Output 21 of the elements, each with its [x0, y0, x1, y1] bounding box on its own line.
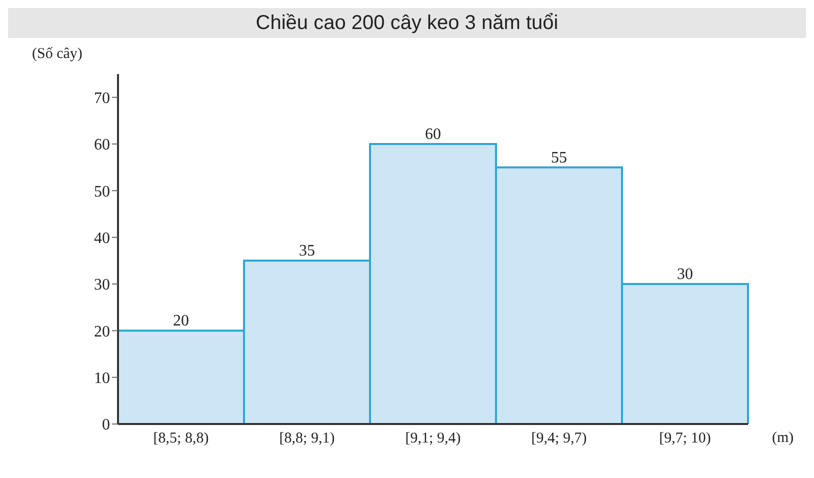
- data-label: 30: [677, 266, 693, 283]
- y-tick-label: 10: [94, 370, 110, 388]
- y-tick-label: 50: [94, 183, 110, 200]
- y-tick-label: 0: [102, 416, 110, 434]
- x-tick-label: [8,5; 8,8): [153, 430, 209, 447]
- x-axis-title: (m): [772, 430, 794, 447]
- y-tick-label: 40: [94, 230, 110, 248]
- y-tick-label: 30: [94, 276, 110, 294]
- x-tick-label: [9,7; 10): [659, 430, 711, 447]
- data-label: 35: [299, 242, 315, 260]
- y-axis-title: (Số cây): [32, 46, 82, 63]
- y-tick-label: 60: [94, 136, 110, 154]
- y-tick-label: 20: [94, 323, 110, 340]
- x-tick-label: [8,8; 9,1): [279, 430, 335, 447]
- x-tick-label: [9,4; 9,7): [531, 430, 587, 447]
- data-label: 60: [425, 126, 441, 143]
- data-label: 55: [551, 149, 567, 166]
- x-tick-label: [9,1; 9,4): [405, 430, 461, 447]
- chart-title: Chiều cao 200 cây keo 3 năm tuổi: [8, 8, 806, 38]
- y-tick-label: 70: [94, 90, 110, 108]
- data-label: 20: [173, 312, 189, 330]
